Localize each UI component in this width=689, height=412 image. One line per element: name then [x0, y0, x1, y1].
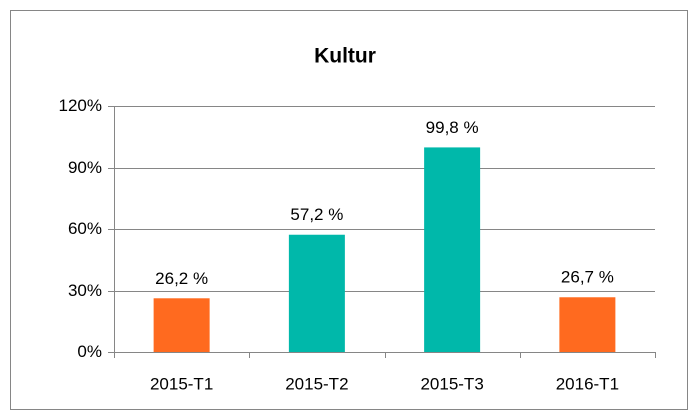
y-tick-label: 0%: [77, 342, 102, 361]
bar: [288, 234, 345, 352]
y-tick-label: 60%: [68, 219, 102, 238]
chart-title: Kultur: [314, 45, 376, 68]
x-tick-label: 2015-T3: [420, 374, 483, 393]
y-tick-label: 120%: [59, 96, 102, 115]
x-tick-label: 2015-T1: [150, 374, 213, 393]
data-label: 57,2 %: [290, 205, 343, 224]
bar: [559, 297, 616, 352]
y-tick-label: 30%: [68, 281, 102, 300]
data-label: 26,2 %: [155, 269, 208, 288]
data-label: 26,7 %: [561, 268, 614, 287]
y-tick-label: 90%: [68, 158, 102, 177]
bar: [424, 147, 481, 352]
data-label: 99,8 %: [426, 118, 479, 137]
x-tick-label: 2015-T2: [285, 374, 348, 393]
bar: [153, 298, 210, 352]
x-tick-label: 2016-T1: [556, 374, 619, 393]
